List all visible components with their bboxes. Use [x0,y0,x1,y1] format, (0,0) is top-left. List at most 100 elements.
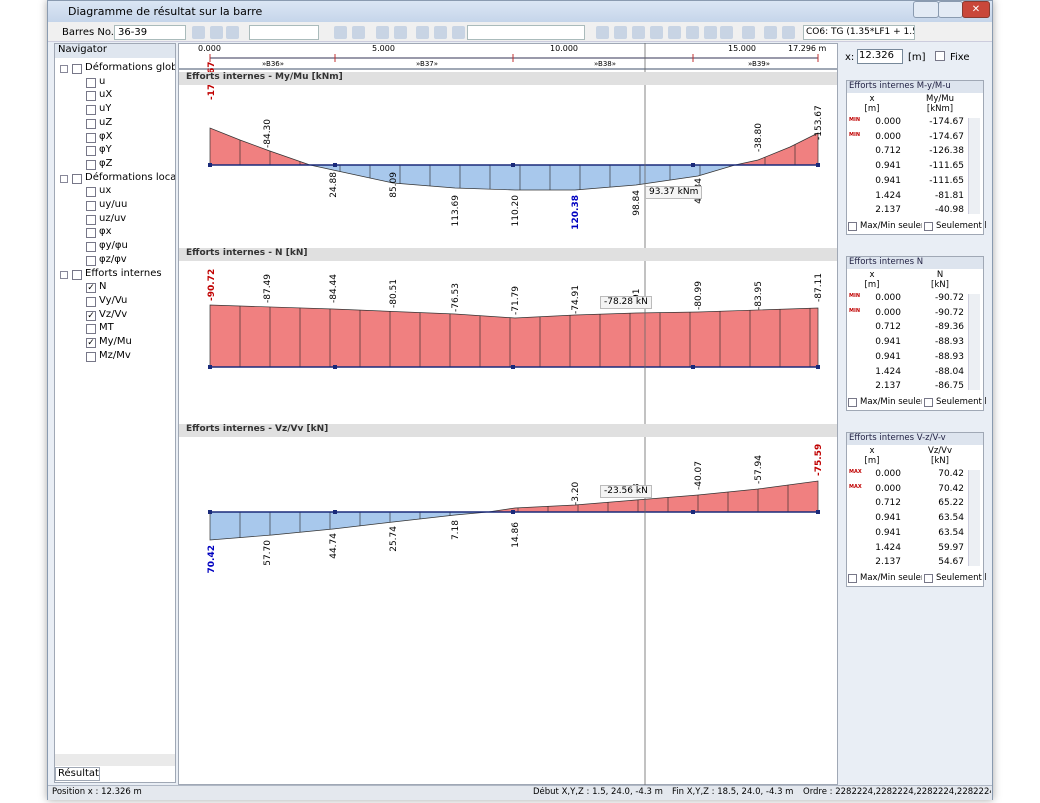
value-label: -40.07 [694,461,704,490]
item-checkbox[interactable] [86,324,96,335]
row-x: 0.941 [875,161,901,172]
load-case-combo[interactable]: CO6: TG (1.35*LF1 + 1.5* [803,25,915,40]
value-label: 25.74 [389,526,399,552]
node [691,163,695,167]
item-checkbox[interactable]: ✓ [86,338,96,348]
toolbar-button[interactable] [376,26,389,39]
group-checkbox[interactable] [72,64,82,74]
footer-checkbox[interactable] [848,574,857,583]
item-checkbox[interactable] [86,77,96,88]
toolbar-button[interactable] [416,26,429,39]
footer-checkbox[interactable] [924,398,933,407]
diagram-header: Efforts internes - N [kN] [179,248,837,261]
diagram-area-fill [209,304,819,368]
item-checkbox[interactable] [86,187,96,198]
row-x: 0.712 [875,322,901,333]
item-checkbox[interactable] [86,132,96,143]
diagram-area-fill [734,132,819,166]
toolbar-button[interactable] [614,26,627,39]
navigator-tab[interactable]: Résultats [55,767,100,781]
group-checkbox[interactable] [72,269,82,280]
footer-checkbox[interactable] [924,574,933,583]
value-label: -3.20 [571,481,581,505]
table-title: Efforts internes N [847,257,983,269]
item-checkbox[interactable] [86,255,96,266]
toolbar-button[interactable] [394,26,407,39]
value-label: 70.42 [207,545,217,573]
item-checkbox[interactable]: ✓ [86,310,96,321]
toolbar-button[interactable] [686,26,699,39]
toolbar-button[interactable] [650,26,663,39]
row-x: 0.000 [875,131,901,142]
toolbar-button[interactable] [226,26,239,39]
row-value: -126.38 [929,146,964,157]
window-title: Diagramme de résultat sur la barre [68,5,263,18]
toolbar-button[interactable] [352,26,365,39]
item-checkbox[interactable] [86,296,96,307]
row-value: -88.93 [934,337,964,348]
footer-checkbox[interactable] [924,222,933,231]
tree-expander[interactable] [60,174,68,183]
item-checkbox[interactable] [86,228,96,239]
item-checkbox[interactable] [86,91,96,102]
tree-item: Mz/Mv [99,349,131,361]
item-checkbox[interactable] [86,351,96,362]
item-checkbox[interactable] [86,159,96,170]
combo-empty[interactable] [467,25,585,40]
toolbar-button[interactable] [704,26,717,39]
toolbar-button[interactable] [210,26,223,39]
column-header: [m] [864,456,880,466]
fixed-checkbox[interactable] [935,51,945,61]
node [208,510,212,514]
column-header: Vz/Vv [928,446,952,456]
node [511,365,515,369]
footer-checkbox[interactable] [848,398,857,407]
toolbar-button[interactable] [632,26,645,39]
toolbar-button[interactable] [434,26,447,39]
item-checkbox[interactable] [86,201,96,211]
item-checkbox[interactable] [86,118,96,129]
column-header: N [936,270,944,280]
status-field: Fin X,Y,Z : 18.5, 24.0, -4.3 m [672,787,794,797]
tree-item: φX [99,130,113,142]
ruler-tick-label: 10.000 [550,44,578,53]
column-header: x [869,270,875,280]
row-value: -111.65 [929,161,964,172]
toolbar-button[interactable] [720,26,733,39]
row-value: -90.72 [934,307,964,318]
item-checkbox[interactable]: ✓ [86,283,96,294]
item-checkbox[interactable] [86,214,96,225]
row-x: 2.137 [875,381,901,392]
row-x: 1.424 [875,542,901,553]
close-button[interactable]: ✕ [962,1,990,18]
row-value: -88.93 [934,351,964,362]
item-checkbox[interactable] [86,146,96,157]
combo-empty[interactable] [249,25,319,40]
toolbar-button[interactable] [452,26,465,39]
barres-input[interactable]: 36-39 [114,25,186,40]
toolbar-button[interactable] [334,26,347,39]
status-field: Début X,Y,Z : 1.5, 24.0, -4.3 m [533,787,663,797]
value-label: -90.72 [207,269,217,301]
toolbar-button[interactable] [742,26,755,39]
tree-expander[interactable] [60,65,68,73]
item-checkbox[interactable] [86,105,96,116]
row-x: 0.000 [875,469,901,479]
row-x: 0.712 [875,146,901,157]
group-checkbox[interactable] [72,173,82,184]
tree-expander[interactable] [60,270,68,279]
toolbar-button[interactable] [668,26,681,39]
toolbar-button[interactable] [192,26,205,39]
toolbar-button[interactable] [764,26,777,39]
toolbar-button[interactable] [596,26,609,39]
x-input[interactable]: 12.326 [857,49,903,64]
column-header: [kNm] [926,104,954,114]
ruler-tick-label: 17.296 m [788,44,827,53]
row-x: 1.424 [875,190,901,201]
toolbar-button[interactable] [782,26,795,39]
item-checkbox[interactable] [86,242,96,253]
table-panel [846,80,984,235]
tree-group: Déformations locales [85,171,175,183]
tree-group: Déformations globale [85,62,175,73]
footer-checkbox[interactable] [848,222,857,231]
